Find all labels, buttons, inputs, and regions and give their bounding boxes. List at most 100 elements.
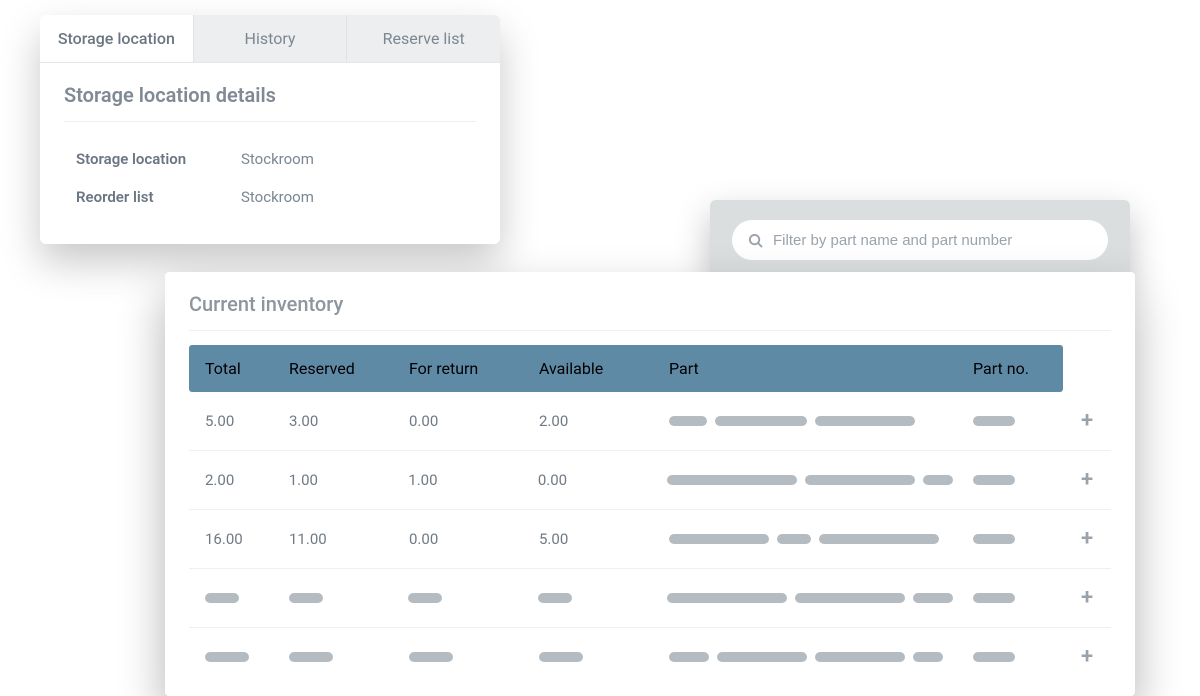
cell-part-no	[963, 461, 1063, 499]
filter-input[interactable]	[773, 232, 1092, 249]
placeholder-bar	[667, 475, 797, 485]
inventory-title: Current inventory	[189, 292, 1111, 331]
cell	[189, 638, 279, 676]
placeholder-bar	[715, 416, 807, 426]
add-row-button[interactable]: +	[1073, 524, 1101, 554]
placeholder-bar	[669, 416, 707, 426]
placeholder-bar	[973, 593, 1015, 603]
placeholder-bar	[205, 593, 239, 603]
cell: 5.00	[529, 516, 659, 562]
cell-part	[659, 638, 963, 676]
cell-part-no	[963, 638, 1063, 676]
placeholder-bar	[409, 652, 453, 662]
storage-tabs: Storage locationHistoryReserve list	[40, 15, 500, 63]
tab-reserve-list[interactable]: Reserve list	[347, 15, 500, 62]
cell-part	[659, 520, 963, 558]
cell: 0.00	[399, 398, 529, 444]
table-row: 2.001.001.000.00+	[189, 451, 1111, 510]
cell-part-no	[963, 520, 1063, 558]
table-row: +	[189, 569, 1111, 628]
cell	[189, 579, 279, 617]
detail-label: Storage location	[76, 150, 241, 168]
storage-details-title: Storage location details	[64, 83, 476, 122]
add-row-button[interactable]: +	[1073, 642, 1101, 672]
placeholder-bar	[539, 652, 583, 662]
placeholder-bar	[973, 416, 1015, 426]
filter-pill[interactable]	[732, 220, 1108, 260]
inventory-table: Total Reserved For return Available Part…	[189, 345, 1111, 686]
placeholder-bar	[205, 652, 249, 662]
cell: 5.00	[189, 398, 279, 444]
cell: 3.00	[279, 398, 399, 444]
cell: 11.00	[279, 516, 399, 562]
detail-value: Stockroom	[241, 150, 314, 168]
placeholder-bar	[973, 475, 1015, 485]
row-action: +	[1063, 392, 1111, 450]
col-header-for-return: For return	[399, 345, 529, 392]
cell-part	[657, 461, 963, 499]
row-action: +	[1063, 451, 1111, 509]
cell	[279, 638, 399, 676]
cell	[279, 579, 399, 617]
cell-part-no	[963, 579, 1063, 617]
placeholder-bar	[815, 652, 905, 662]
placeholder-bar	[973, 534, 1015, 544]
inventory-card: Current inventory Total Reserved For ret…	[165, 272, 1135, 696]
tab-storage-location[interactable]: Storage location	[40, 15, 194, 62]
detail-value: Stockroom	[241, 188, 314, 206]
inventory-header: Total Reserved For return Available Part…	[189, 345, 1063, 392]
detail-row: Storage locationStockroom	[64, 140, 476, 178]
placeholder-bar	[819, 534, 939, 544]
row-action: +	[1063, 569, 1111, 627]
placeholder-bar	[717, 652, 807, 662]
placeholder-bar	[669, 534, 769, 544]
col-header-part: Part	[659, 345, 963, 392]
placeholder-bar	[669, 652, 709, 662]
placeholder-bar	[289, 593, 323, 603]
filter-panel	[710, 200, 1130, 280]
cell	[528, 579, 658, 617]
placeholder-bar	[777, 534, 811, 544]
add-row-button[interactable]: +	[1073, 583, 1101, 613]
cell	[398, 579, 528, 617]
col-header-total: Total	[189, 345, 279, 392]
cell: 2.00	[529, 398, 659, 444]
detail-row: Reorder listStockroom	[64, 178, 476, 216]
detail-label: Reorder list	[76, 188, 241, 206]
placeholder-bar	[805, 475, 915, 485]
cell: 1.00	[398, 457, 528, 503]
table-row: 5.003.000.002.00 +	[189, 392, 1111, 451]
placeholder-bar	[795, 593, 905, 603]
table-row: +	[189, 628, 1111, 686]
tab-history[interactable]: History	[194, 15, 348, 62]
placeholder-bar	[667, 593, 787, 603]
placeholder-bar	[538, 593, 572, 603]
col-header-reserved: Reserved	[279, 345, 399, 392]
cell-part	[659, 402, 963, 440]
cell-part	[657, 579, 963, 617]
cell: 0.00	[528, 457, 658, 503]
cell-part-no	[963, 402, 1063, 440]
cell: 2.00	[189, 457, 279, 503]
placeholder-bar	[923, 475, 953, 485]
placeholder-bar	[408, 593, 442, 603]
cell	[399, 638, 529, 676]
placeholder-bar	[815, 416, 915, 426]
row-action: +	[1063, 628, 1111, 686]
cell: 16.00	[189, 516, 279, 562]
placeholder-bar	[913, 593, 953, 603]
search-icon	[748, 233, 763, 248]
col-header-available: Available	[529, 345, 659, 392]
placeholder-bar	[913, 652, 943, 662]
cell: 1.00	[279, 457, 399, 503]
col-header-part-no: Part no.	[963, 345, 1063, 392]
placeholder-bar	[289, 652, 333, 662]
add-row-button[interactable]: +	[1073, 465, 1101, 495]
placeholder-bar	[973, 652, 1015, 662]
cell: 0.00	[399, 516, 529, 562]
add-row-button[interactable]: +	[1073, 406, 1101, 436]
table-row: 16.0011.000.005.00 +	[189, 510, 1111, 569]
row-action: +	[1063, 510, 1111, 568]
cell	[529, 638, 659, 676]
storage-location-card: Storage locationHistoryReserve list Stor…	[40, 15, 500, 244]
